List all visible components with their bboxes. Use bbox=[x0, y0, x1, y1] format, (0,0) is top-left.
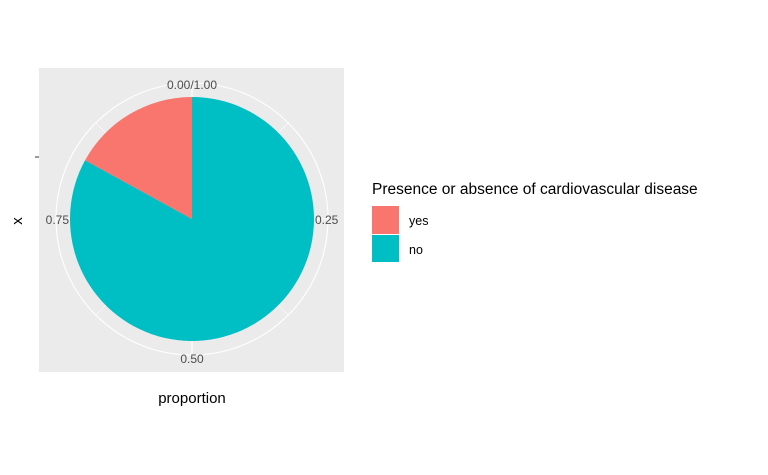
theta-tick-label-0.75: 0.75 bbox=[46, 213, 70, 227]
legend-label-yes: yes bbox=[409, 214, 428, 228]
theta-tick-label-0.25: 0.25 bbox=[315, 213, 339, 227]
legend-label-no: no bbox=[409, 243, 423, 257]
x-axis-title: proportion bbox=[158, 390, 226, 407]
legend-key-no bbox=[372, 235, 399, 262]
theta-tick-label-0.5: 0.50 bbox=[180, 352, 204, 366]
y-axis-title: x bbox=[9, 217, 26, 225]
pie-slice-yes bbox=[85, 97, 192, 219]
theta-tick-label-0: 0.00/1.00 bbox=[167, 78, 217, 92]
legend-title: Presence or absence of cardiovascular di… bbox=[372, 181, 698, 198]
pie-slices bbox=[69, 97, 314, 341]
pie-slice-no bbox=[69, 97, 314, 341]
legend-key-yes bbox=[372, 206, 399, 234]
